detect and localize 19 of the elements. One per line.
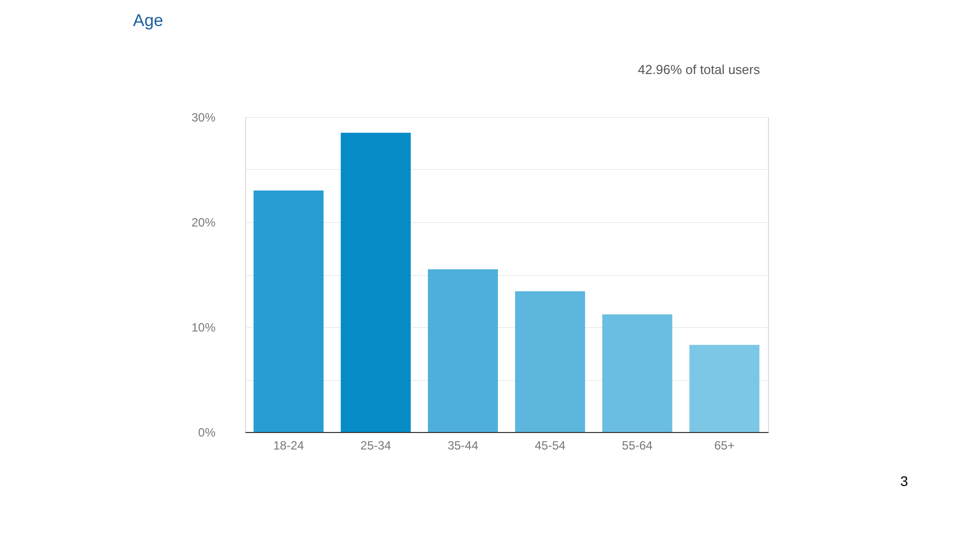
bar xyxy=(515,291,586,432)
y-tick-label: 0% xyxy=(198,426,216,440)
y-tick-label: 30% xyxy=(191,110,216,124)
bar xyxy=(254,190,324,432)
x-tick-label: 65+ xyxy=(714,438,735,452)
bar xyxy=(428,269,498,432)
bar xyxy=(340,132,411,432)
y-tick-label: 20% xyxy=(191,216,216,230)
x-tick-label: 18-24 xyxy=(273,438,304,452)
x-tick-label: 55-64 xyxy=(622,438,653,452)
bar xyxy=(689,344,760,432)
chart-title: Age xyxy=(132,11,164,30)
y-tick-label: 10% xyxy=(191,320,216,334)
bar xyxy=(602,314,672,432)
x-tick-label: 25-34 xyxy=(360,438,392,452)
text: 3 xyxy=(900,473,908,489)
text: 42.96% of total users xyxy=(638,62,760,77)
x-tick-label: 45-54 xyxy=(534,438,566,452)
x-tick-label: 35-44 xyxy=(448,438,479,452)
